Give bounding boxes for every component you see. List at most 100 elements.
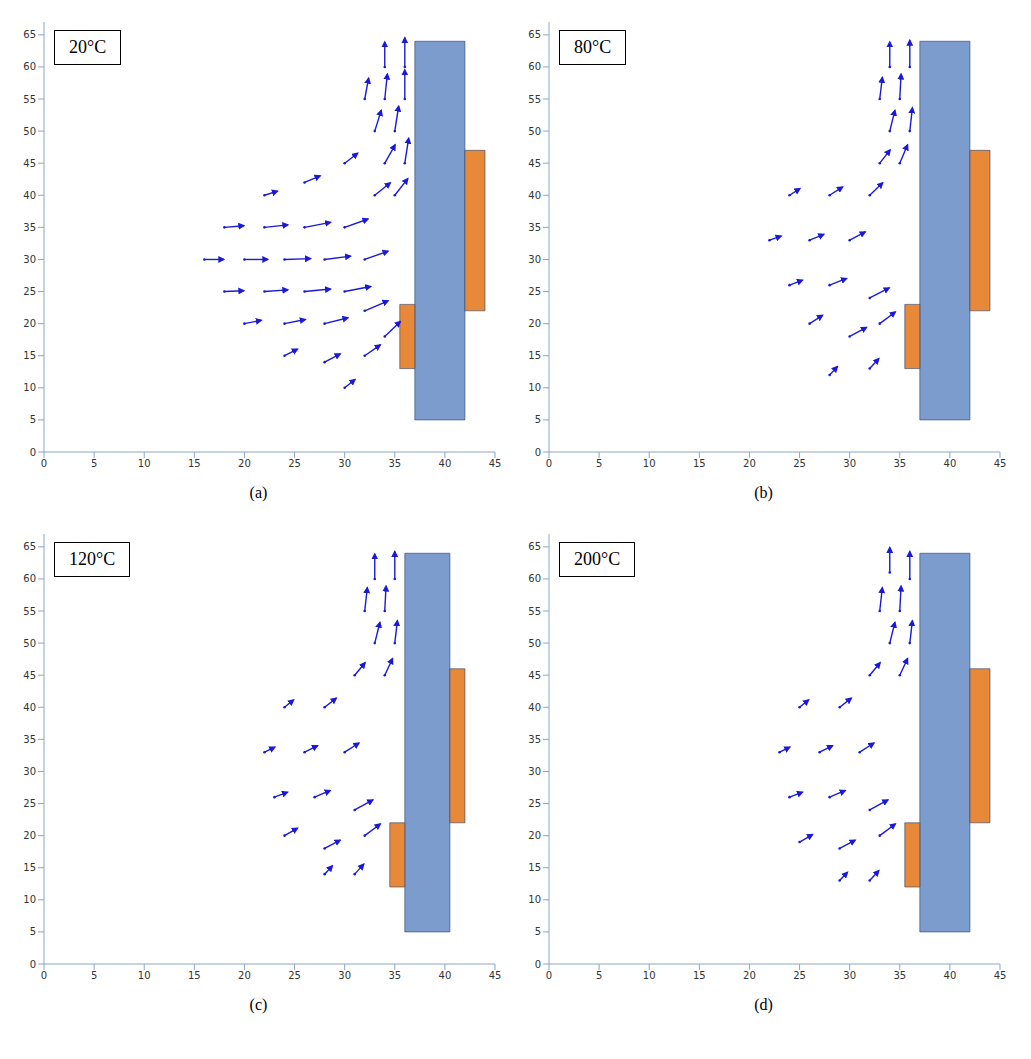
svg-text:40: 40	[528, 190, 541, 201]
svg-text:30: 30	[23, 254, 36, 265]
svg-text:35: 35	[23, 734, 36, 745]
svg-text:25: 25	[23, 286, 36, 297]
svg-text:35: 35	[388, 458, 401, 469]
svg-text:45: 45	[528, 158, 541, 169]
svg-text:0: 0	[535, 447, 541, 458]
svg-text:25: 25	[23, 798, 36, 809]
svg-text:50: 50	[23, 126, 36, 137]
svg-text:20: 20	[23, 830, 36, 841]
html-text:200°C: 200°C	[574, 549, 621, 569]
svg-text:25: 25	[288, 458, 301, 469]
html-text:80°C: 80°C	[574, 37, 612, 57]
svg-text:65: 65	[23, 29, 36, 40]
svg-text:0: 0	[535, 959, 541, 970]
svg-text:30: 30	[528, 254, 541, 265]
svg-text:55: 55	[23, 606, 36, 617]
svg-text:10: 10	[23, 894, 36, 905]
svg-text:35: 35	[893, 970, 906, 981]
svg-text:10: 10	[138, 458, 151, 469]
svg-text:30: 30	[23, 766, 36, 777]
svg-text:30: 30	[528, 766, 541, 777]
svg-text:40: 40	[23, 190, 36, 201]
svg-text:60: 60	[23, 573, 36, 584]
svg-text:45: 45	[489, 458, 502, 469]
svg-text:65: 65	[23, 541, 36, 552]
svg-text:25: 25	[288, 970, 301, 981]
svg-text:50: 50	[528, 126, 541, 137]
svg-text:0: 0	[546, 458, 552, 469]
svg-text:50: 50	[23, 638, 36, 649]
svg-text:65: 65	[528, 29, 541, 40]
svg-text:20: 20	[743, 458, 756, 469]
svg-text:0: 0	[30, 447, 36, 458]
svg-text:55: 55	[23, 94, 36, 105]
svg-text:45: 45	[528, 670, 541, 681]
svg-text:15: 15	[693, 458, 706, 469]
svg-text:5: 5	[30, 926, 36, 937]
svg-text:45: 45	[23, 158, 36, 169]
svg-text:5: 5	[596, 458, 602, 469]
svg-text:35: 35	[528, 222, 541, 233]
svg-text:40: 40	[528, 702, 541, 713]
svg-text:35: 35	[528, 734, 541, 745]
svg-text:15: 15	[188, 458, 201, 469]
svg-text:10: 10	[138, 970, 151, 981]
svg-text:35: 35	[388, 970, 401, 981]
svg-text:5: 5	[91, 970, 97, 981]
svg-text:20: 20	[238, 970, 251, 981]
svg-text:15: 15	[23, 350, 36, 361]
svg-text:0: 0	[546, 970, 552, 981]
svg-text:40: 40	[944, 458, 957, 469]
svg-text:15: 15	[23, 862, 36, 873]
svg-text:10: 10	[528, 382, 541, 393]
svg-text:30: 30	[843, 458, 856, 469]
svg-text:45: 45	[994, 458, 1007, 469]
svg-text:10: 10	[23, 382, 36, 393]
svg-text:20: 20	[23, 318, 36, 329]
svg-text:55: 55	[528, 606, 541, 617]
svg-text:5: 5	[535, 926, 541, 937]
svg-text:10: 10	[528, 894, 541, 905]
svg-text:45: 45	[489, 970, 502, 981]
svg-text:40: 40	[439, 458, 452, 469]
svg-text:0: 0	[41, 458, 47, 469]
svg-text:5: 5	[596, 970, 602, 981]
svg-text:45: 45	[23, 670, 36, 681]
svg-text:25: 25	[793, 458, 806, 469]
svg-text:55: 55	[528, 94, 541, 105]
svg-text:25: 25	[528, 286, 541, 297]
svg-text:20: 20	[238, 458, 251, 469]
svg-text:65: 65	[528, 541, 541, 552]
svg-text:0: 0	[30, 959, 36, 970]
html-text:120°C: 120°C	[69, 549, 116, 569]
svg-text:25: 25	[528, 798, 541, 809]
svg-text:5: 5	[91, 458, 97, 469]
html-text:20°C: 20°C	[69, 37, 107, 57]
svg-text:35: 35	[23, 222, 36, 233]
svg-text:30: 30	[843, 970, 856, 981]
svg-text:15: 15	[188, 970, 201, 981]
svg-text:25: 25	[793, 970, 806, 981]
svg-text:30: 30	[338, 458, 351, 469]
svg-text:0: 0	[41, 970, 47, 981]
svg-text:20: 20	[743, 970, 756, 981]
svg-text:40: 40	[944, 970, 957, 981]
svg-text:5: 5	[30, 414, 36, 425]
svg-text:60: 60	[528, 61, 541, 72]
svg-text:10: 10	[643, 458, 656, 469]
svg-text:15: 15	[693, 970, 706, 981]
svg-text:20: 20	[528, 318, 541, 329]
svg-text:60: 60	[528, 573, 541, 584]
svg-text:5: 5	[535, 414, 541, 425]
svg-text:40: 40	[23, 702, 36, 713]
svg-text:15: 15	[528, 350, 541, 361]
svg-text:40: 40	[439, 970, 452, 981]
svg-text:30: 30	[338, 970, 351, 981]
svg-text:20: 20	[528, 830, 541, 841]
svg-text:45: 45	[994, 970, 1007, 981]
svg-text:60: 60	[23, 61, 36, 72]
svg-text:35: 35	[893, 458, 906, 469]
svg-text:50: 50	[528, 638, 541, 649]
svg-text:10: 10	[643, 970, 656, 981]
svg-text:15: 15	[528, 862, 541, 873]
